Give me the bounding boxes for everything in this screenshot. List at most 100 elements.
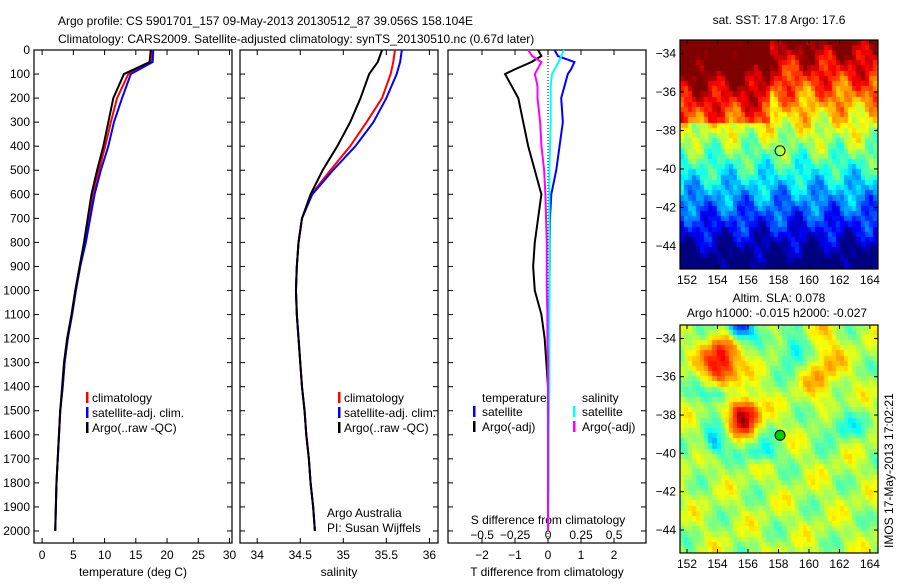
y-tick-label: 800 <box>10 235 30 249</box>
series-line-climatology <box>54 49 154 532</box>
legend-swatch <box>338 422 341 433</box>
lat-tick-label: −44 <box>656 239 677 253</box>
lon-tick-label: 154 <box>707 557 727 571</box>
x-tick-label: 34 <box>251 548 265 562</box>
y-tick-label: 1600 <box>3 428 30 442</box>
legend-swatch <box>86 407 89 418</box>
plot-frame <box>33 49 233 544</box>
x-tick-label: 1 <box>578 548 585 562</box>
x-axis-label: T difference from climatology <box>470 565 624 579</box>
x-tick-label: 5 <box>70 548 77 562</box>
sla-map-title: Altim. SLA: 0.078 <box>733 291 826 305</box>
s-tick-label: −0.25 <box>500 528 531 542</box>
sla-map-axes: 152 154 156 158 160 162 164 −34 −36 −38 −40 −42 −44 <box>656 324 880 571</box>
y-tick-label: 600 <box>10 187 30 201</box>
lat-tick-label: −42 <box>656 200 677 214</box>
series-line-climatology <box>294 49 396 532</box>
y-tick-label: 2000 <box>3 524 30 538</box>
profile-panel-2: 34 34.5 35 35.5 36 salinity climatologysatelli… <box>239 49 439 579</box>
sst-map-container <box>680 40 878 269</box>
argo-position-marker <box>774 429 786 441</box>
argo-position-marker <box>774 145 786 157</box>
y-tick-label: 1000 <box>3 283 30 297</box>
lon-tick-label: 160 <box>799 557 819 571</box>
legend-label: satellite-adj. clim. <box>92 406 184 420</box>
y-tick-label: 0 <box>23 43 30 57</box>
x-tick-label: 10 <box>98 548 112 562</box>
lat-tick-label: −36 <box>656 370 677 384</box>
legend-swatch <box>573 421 576 432</box>
profile-panel-3: −2 −1 0 1 2 T difference from climatology −0.5… <box>447 49 647 579</box>
y-tick-label: 300 <box>10 115 30 129</box>
x-tick-label: 2 <box>611 548 618 562</box>
lat-tick-label: −34 <box>656 46 677 60</box>
map-frame <box>679 324 879 554</box>
y-tick-label: 1900 <box>3 500 30 514</box>
lat-tick-label: −36 <box>656 85 677 99</box>
s-tick-label: −0.5 <box>470 528 494 542</box>
lon-tick-label: 160 <box>799 273 819 287</box>
lon-tick-label: 162 <box>829 557 849 571</box>
series-line-argo-raw-qc- <box>294 49 383 532</box>
annotation-text: Argo Australia <box>327 506 402 520</box>
lat-tick-label: −38 <box>656 123 677 137</box>
map-frame <box>679 39 879 270</box>
y-tick-label: 1700 <box>3 452 30 466</box>
legend-label: Argo(-adj) <box>482 420 535 434</box>
lat-tick-label: −44 <box>656 523 677 537</box>
y-tick-label: 200 <box>10 91 30 105</box>
lon-tick-label: 156 <box>738 557 758 571</box>
legend-label: climatology <box>344 391 404 405</box>
x-tick-label: 35 <box>337 548 351 562</box>
x-axis-label: salinity <box>321 565 358 579</box>
legend-header: salinity <box>582 391 619 405</box>
sst-map-axes: 152 154 156 158 160 162 164 −34 −36 −38 −40 −42 −44 <box>656 39 880 287</box>
plot-frame <box>447 49 647 544</box>
lon-tick-label: 152 <box>677 557 697 571</box>
sst-map <box>680 40 878 269</box>
legend-label: satellite <box>482 405 523 419</box>
y-tick-label: 700 <box>10 211 30 225</box>
title-line-2: Climatology: CARS2009. Satellite-adjuste… <box>58 32 534 46</box>
y-tick-label: 1500 <box>3 404 30 418</box>
s-tick-label: 0.5 <box>606 528 623 542</box>
x-tick-label: 34.5 <box>289 548 313 562</box>
plot-frame <box>239 49 439 544</box>
y-tick-label: 1800 <box>3 476 30 490</box>
series-line-satellite-adj-clim- <box>54 49 155 532</box>
profile-panel-1: 0100200300400500600700800900100011001200… <box>3 43 236 579</box>
x-tick-label: 15 <box>129 548 143 562</box>
y-tick-label: 400 <box>10 139 30 153</box>
legend-header: temperature <box>482 391 547 405</box>
series-line-salinity-satellite <box>547 49 565 531</box>
y-tick-label: 1100 <box>4 308 30 322</box>
series-line-temperature-argo-adj- <box>503 49 549 531</box>
legend-label: satellite-adj. clim. <box>344 406 436 420</box>
y-tick-label: 900 <box>10 259 30 273</box>
lon-tick-label: 164 <box>860 557 880 571</box>
y-tick-label: 1200 <box>3 332 30 346</box>
series-line-salinity-argo-adj- <box>527 49 550 531</box>
series-line-argo-raw-qc- <box>54 49 152 532</box>
legend-label: Argo(..raw -QC) <box>92 421 177 435</box>
lat-tick-label: −34 <box>656 331 677 345</box>
y-tick-label: 1300 <box>3 356 30 370</box>
lon-tick-label: 156 <box>738 273 758 287</box>
sst-map-title: sat. SST: 17.8 Argo: 17.6 <box>713 13 846 27</box>
legend-swatch <box>573 406 576 417</box>
series-line-satellite-adj-clim- <box>294 49 403 532</box>
x-tick-label: 20 <box>160 548 174 562</box>
y-tick-label: 1400 <box>3 380 30 394</box>
s-tick-label: 0 <box>545 528 552 542</box>
legend-swatch <box>473 406 476 417</box>
x-tick-label: −2 <box>475 548 489 562</box>
legend-swatch <box>338 392 341 403</box>
profile-plots: 0100200300400500600700800900100011001200… <box>3 43 647 579</box>
lon-tick-label: 164 <box>860 273 880 287</box>
title-line-1: Argo profile: CS 5901701_157 09-May-2013… <box>58 14 473 28</box>
legend-swatch <box>473 421 476 432</box>
x-tick-label: 30 <box>223 548 237 562</box>
y-tick-label: 100 <box>10 67 30 81</box>
lon-tick-label: 158 <box>768 273 788 287</box>
